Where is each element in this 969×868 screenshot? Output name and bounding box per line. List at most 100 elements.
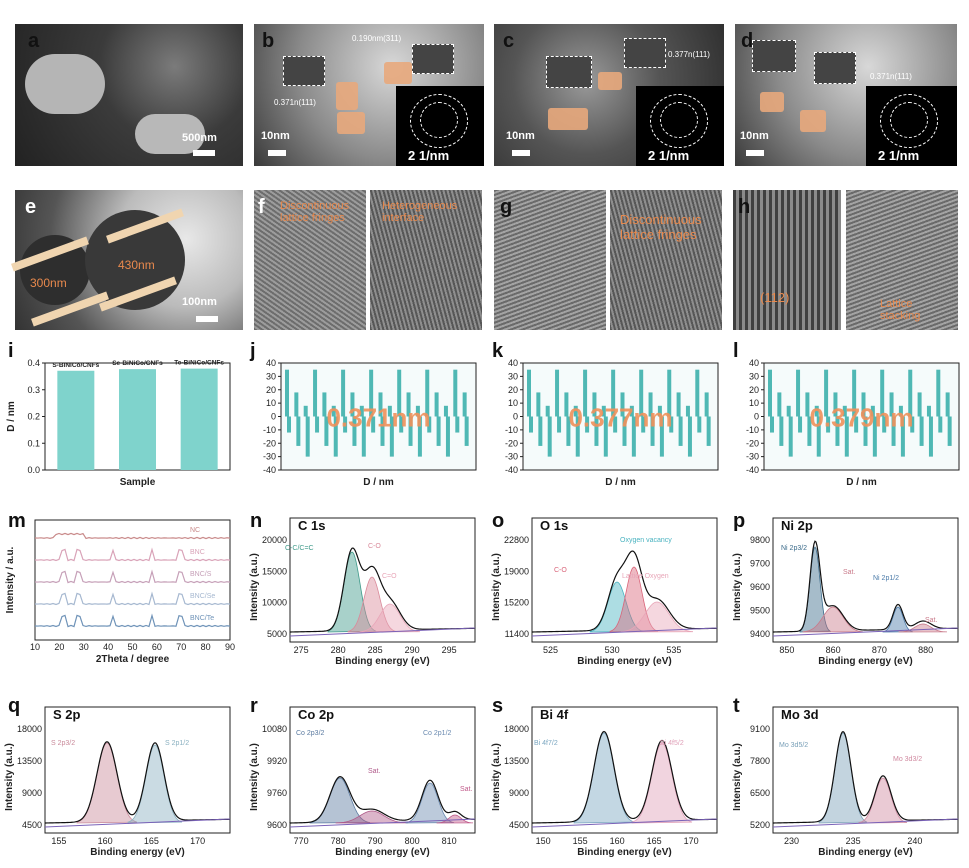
profile-bar-up [601, 405, 606, 417]
profile-bar-down [854, 416, 859, 433]
x-tick-label: 160 [98, 836, 113, 846]
y-tick-label: -10 [505, 425, 518, 435]
profile-bar-up [592, 392, 597, 417]
y-tick-label: 5200 [750, 820, 770, 830]
saed-pattern-b [396, 86, 484, 166]
panel-label-h: h [738, 196, 751, 218]
y-axis-label: Intensity (a.u.) [732, 743, 743, 811]
y-tick-label: -40 [746, 465, 759, 475]
saed-pattern-c [636, 86, 724, 166]
peak-label-0: C-C/C=C [285, 545, 314, 552]
annotation-h1: (112) [760, 290, 790, 305]
x-tick-label: 10 [30, 642, 40, 652]
hrtem-image-g2 [610, 190, 722, 330]
profile-bar-down [464, 416, 469, 446]
chart-q: S 2p 155 160 165 170 18000 13500 9000 4500 S 2p3/… [4, 706, 231, 858]
annotation-g1: Discontinuous lattice fringes [620, 212, 702, 242]
profile-bar-down [296, 416, 301, 446]
spectrum-title: C 1s [298, 518, 325, 533]
y-tick-label: 19000 [504, 566, 529, 576]
profile-bar-up [406, 392, 411, 417]
scale-label-d: 10nm [740, 130, 769, 142]
profile-bar-up [814, 405, 819, 417]
region-marker-c2 [598, 72, 622, 90]
y-tick-label: 6500 [750, 788, 770, 798]
bar-0 [57, 370, 95, 470]
panel-label-p: p [733, 510, 746, 532]
profile-bar-down [697, 416, 702, 433]
x-tick-label: 535 [666, 645, 681, 655]
bar-1 [119, 369, 156, 470]
panel-label-d: d [741, 30, 754, 52]
x-axis-label: 2Theta / degree [96, 654, 170, 665]
profile-bar-down [324, 416, 329, 446]
y-tick-label: 0.4 [27, 358, 40, 368]
hrtem-image-h2 [846, 190, 958, 330]
region-marker-b1 [336, 82, 358, 110]
profile-bar-down [315, 416, 320, 433]
profile-bar-up [285, 369, 289, 417]
region-marker-d1 [760, 92, 784, 112]
peak-label-2: Co 2p1/2 [423, 730, 452, 737]
plot-frame [44, 706, 231, 834]
profile-bar-up [870, 405, 875, 417]
profile-bar-up [786, 405, 791, 417]
profile-bar-up [415, 405, 420, 417]
chart-n: C 1s 275 280 285 290 295 20000 15000 10000 5000 C-… [249, 517, 476, 667]
series-label-0: NC [190, 527, 200, 534]
y-tick-label: 13500 [17, 756, 42, 766]
y-tick-label: 0 [513, 412, 518, 422]
peak-label-2: Lattice Oxygen [622, 573, 669, 580]
y-axis-label: Intensity (a.u.) [249, 743, 260, 811]
x-tick-label: 155 [573, 836, 588, 846]
profile-bar-up [303, 405, 308, 417]
y-tick-label: 30 [749, 371, 759, 381]
peak-label-0: Co 2p3/2 [296, 730, 325, 737]
y-axis-label: Intensity (a.u.) [491, 743, 502, 811]
y-tick-label: 0 [754, 412, 759, 422]
x-axis-label: Binding energy (eV) [335, 847, 429, 858]
y-tick-label: 9100 [750, 724, 770, 734]
x-tick-label: 70 [176, 642, 186, 652]
profile-bar-up [359, 405, 364, 417]
profile-bar-up [527, 369, 531, 417]
fringe-inset-b1 [283, 56, 325, 86]
x-axis-label: D / nm [605, 477, 636, 488]
profile-bar-up [852, 369, 857, 417]
profile-bar-down [538, 416, 543, 446]
profile-bar-up [555, 369, 560, 417]
profile-bar-up [685, 405, 690, 417]
plot-frame [289, 517, 476, 643]
series-label-4: BNC/Te [190, 615, 214, 622]
profile-bar-down [408, 416, 413, 446]
scale-bar-e [196, 316, 218, 322]
peak-fit-1 [335, 810, 409, 824]
profile-bar-up [657, 405, 662, 417]
x-axis-label: Binding energy (eV) [818, 847, 912, 858]
spectrum-title: Mo 3d [781, 707, 819, 722]
peak-label-0: Ni 2p3/2 [781, 545, 807, 552]
peak-fit-1 [802, 606, 864, 633]
peak-label-0: Bi 4f7/2 [534, 740, 558, 747]
profile-bar-up [350, 392, 355, 417]
y-axis-label: Intensity (a.u.) [4, 743, 15, 811]
profile-bar-down [826, 416, 831, 433]
y-tick-label: 0.0 [27, 465, 40, 475]
y-tick-label: 9400 [750, 629, 770, 639]
y-tick-label: -10 [263, 425, 276, 435]
profile-bar-up [620, 392, 625, 417]
profile-bar-up [294, 392, 299, 417]
chart-o: O 1s 525 530 535 22800 19000 15200 11400 Oxygen … [491, 517, 718, 667]
y-tick-label: 10 [749, 398, 759, 408]
profile-bar-up [313, 369, 318, 417]
plot-frame [34, 519, 231, 641]
x-axis-label: Binding energy (eV) [818, 656, 912, 667]
background-line [289, 818, 476, 828]
scale-bar-d [746, 150, 764, 156]
bar-label-0: S-BiNiCo/CNFs [52, 362, 99, 369]
y-tick-label: 0 [271, 412, 276, 422]
y-tick-label: 9000 [509, 788, 529, 798]
profile-bar-down [529, 416, 533, 433]
profile-bar-up [462, 392, 467, 417]
y-tick-label: 30 [508, 371, 518, 381]
